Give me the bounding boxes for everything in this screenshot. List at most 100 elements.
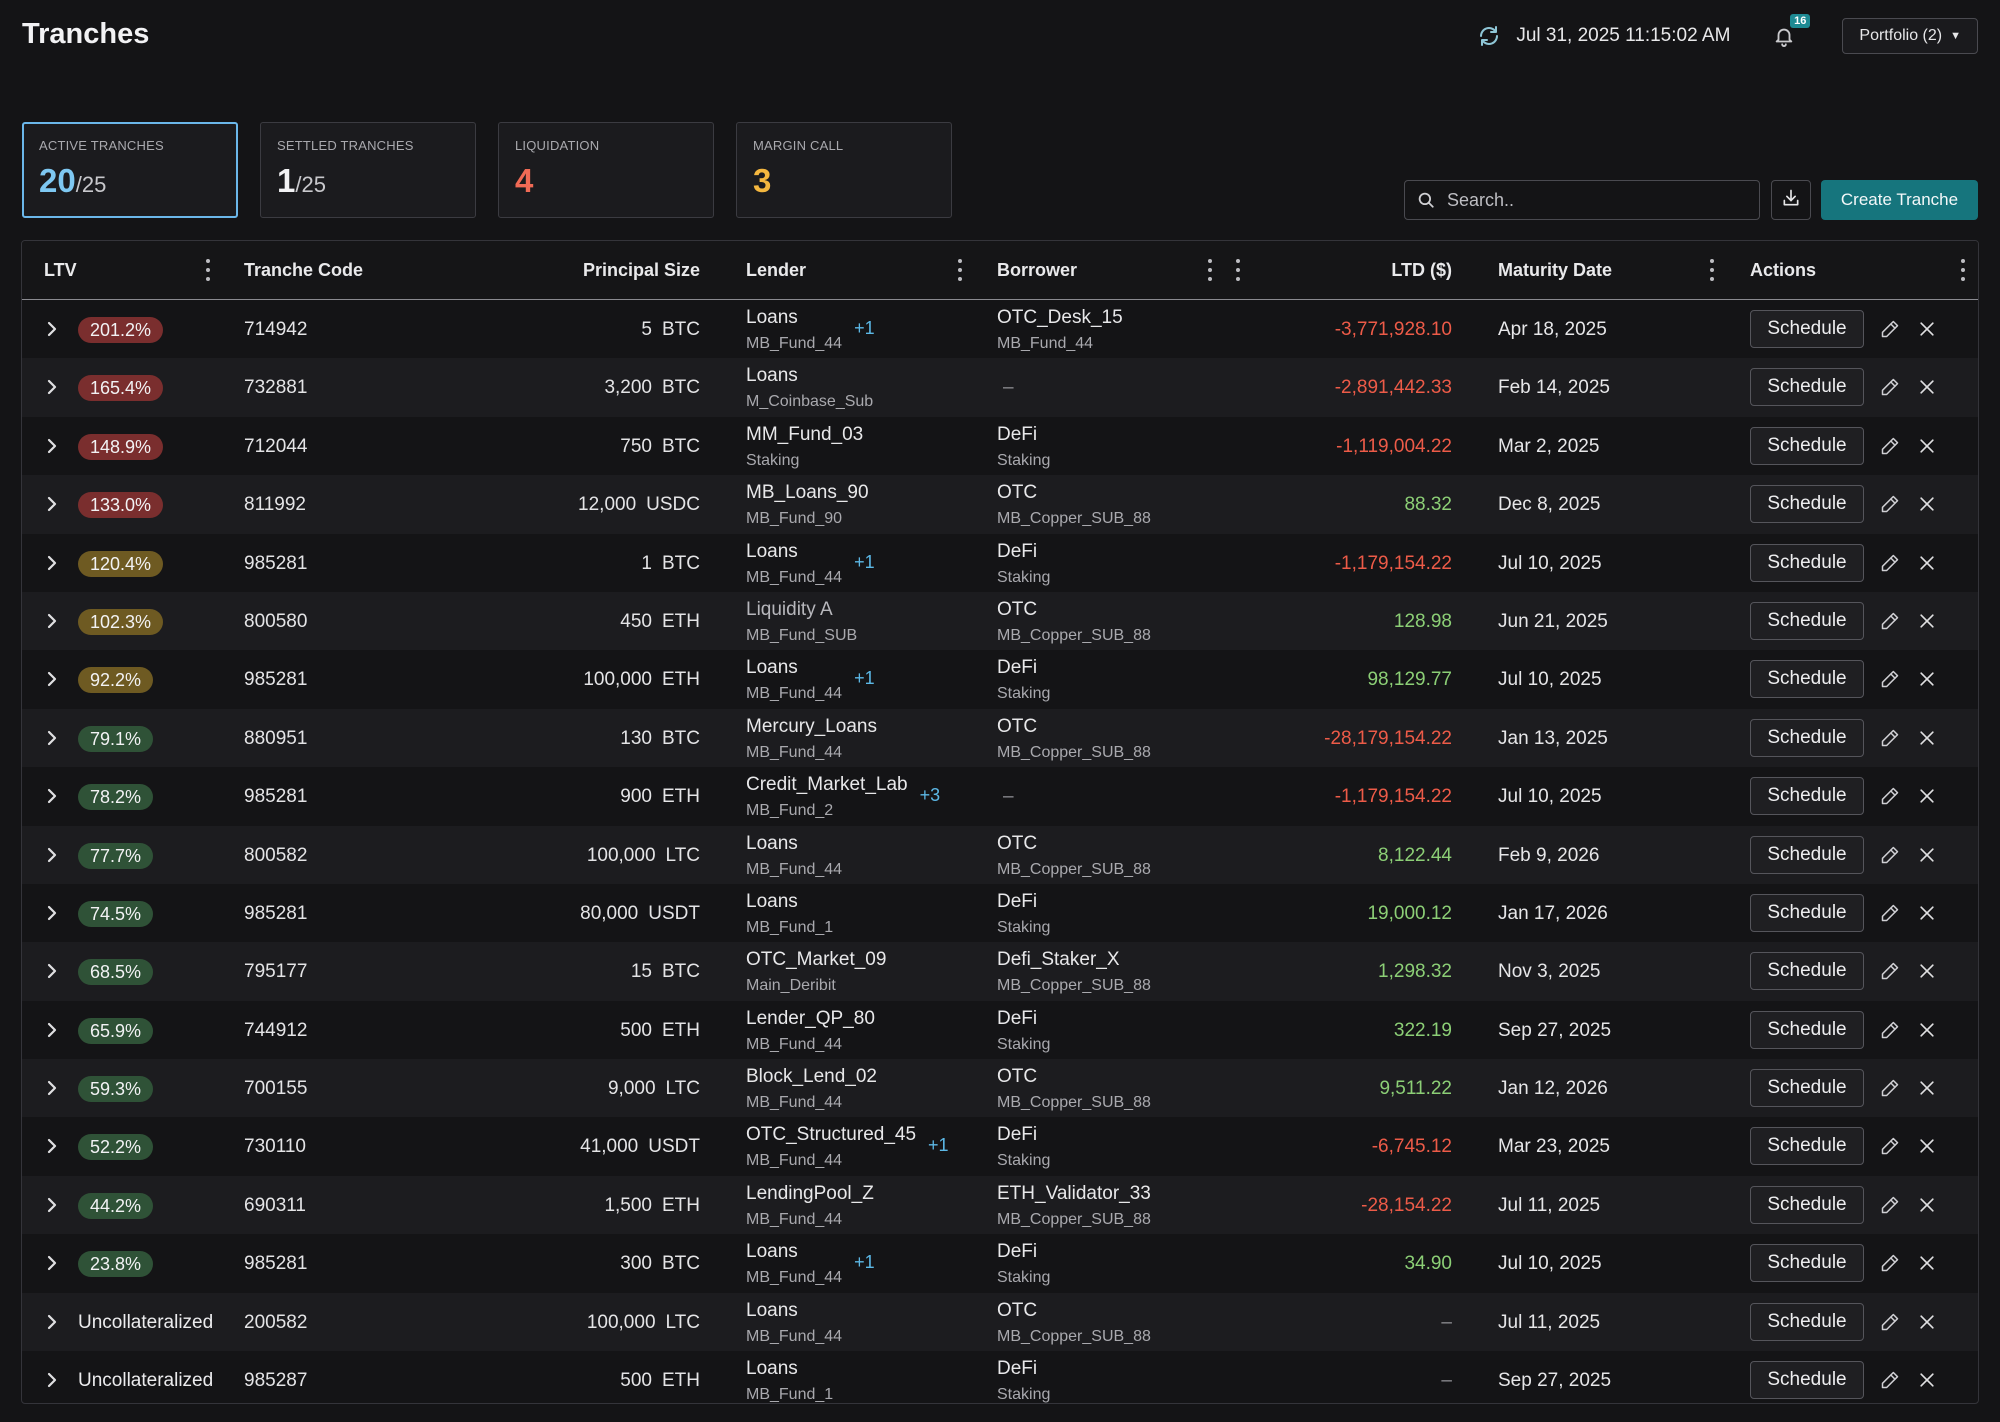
column-header-borrower[interactable]: Borrower	[997, 260, 1078, 280]
table-row[interactable]: 79.1% 880951 130 BTC Mercury_Loans MB_Fund_44…	[22, 708, 1978, 768]
close-icon[interactable]	[1917, 903, 1937, 923]
pencil-icon[interactable]	[1880, 669, 1900, 689]
pencil-icon[interactable]	[1880, 553, 1900, 573]
schedule-button[interactable]: Schedule	[1750, 368, 1864, 407]
chevron-right-icon[interactable]	[40, 901, 64, 925]
table-row[interactable]: 78.2% 985281 900 ETH Credit_Market_Lab MB_Fun…	[22, 767, 1978, 825]
close-icon[interactable]	[1917, 1312, 1937, 1332]
table-row[interactable]: 133.0% 811992 12,000 USDC MB_Loans_90 MB_Fund…	[22, 475, 1978, 534]
schedule-button[interactable]: Schedule	[1750, 1361, 1864, 1400]
close-icon[interactable]	[1917, 961, 1937, 981]
schedule-button[interactable]: Schedule	[1750, 426, 1864, 465]
pencil-icon[interactable]	[1880, 1312, 1900, 1332]
table-row[interactable]: 59.3% 700155 9,000 LTC Block_Lend_02 MB_Fund_…	[22, 1059, 1978, 1118]
schedule-button[interactable]: Schedule	[1750, 1185, 1864, 1224]
schedule-button[interactable]: Schedule	[1750, 1010, 1864, 1049]
summary-card[interactable]: MARGIN CALL 3	[736, 122, 952, 218]
schedule-button[interactable]: Schedule	[1750, 543, 1864, 582]
column-header-tranche-code[interactable]: Tranche Code	[244, 260, 364, 280]
summary-card[interactable]: ACTIVE TRANCHES 20/25	[22, 122, 238, 218]
close-icon[interactable]	[1917, 786, 1937, 806]
pencil-icon[interactable]	[1880, 436, 1900, 456]
table-row[interactable]: 52.2% 730110 41,000 USDT OTC_Structured_45 MB…	[22, 1117, 1978, 1175]
kebab-icon[interactable]	[203, 259, 213, 281]
pencil-icon[interactable]	[1880, 1136, 1900, 1156]
pencil-icon[interactable]	[1880, 903, 1900, 923]
lender-more-link[interactable]: +1	[854, 668, 875, 689]
table-row[interactable]: 165.4% 732881 3,200 BTC Loans M_Coinbase_Sub –…	[22, 358, 1978, 417]
pencil-icon[interactable]	[1880, 1078, 1900, 1098]
schedule-button[interactable]: Schedule	[1750, 310, 1864, 348]
pencil-icon[interactable]	[1880, 961, 1900, 981]
chevron-right-icon[interactable]	[40, 784, 64, 808]
table-row[interactable]: 77.7% 800582 100,000 LTC Loans MB_Fund_44 OTC M…	[22, 825, 1978, 884]
create-tranche-button[interactable]: Create Tranche	[1821, 180, 1978, 220]
lender-more-link[interactable]: +1	[854, 1252, 875, 1273]
column-header-lender[interactable]: Lender	[746, 260, 807, 280]
lender-more-link[interactable]: +1	[928, 1135, 949, 1156]
column-header-maturity-date[interactable]: Maturity Date	[1498, 260, 1613, 280]
refresh-icon[interactable]	[1476, 23, 1502, 49]
close-icon[interactable]	[1917, 319, 1937, 339]
download-button[interactable]	[1771, 180, 1811, 220]
chevron-right-icon[interactable]	[40, 551, 64, 575]
table-row[interactable]: 68.5% 795177 15 BTC OTC_Market_09 Main_Deribi…	[22, 942, 1978, 1001]
portfolio-dropdown[interactable]: Portfolio (2) ▼	[1842, 18, 1978, 54]
schedule-button[interactable]: Schedule	[1750, 1244, 1864, 1283]
close-icon[interactable]	[1917, 611, 1937, 631]
table-row[interactable]: 148.9% 712044 750 BTC MM_Fund_03 Staking DeFi S…	[22, 417, 1978, 475]
schedule-button[interactable]: Schedule	[1750, 485, 1864, 524]
chevron-right-icon[interactable]	[40, 667, 64, 691]
table-row[interactable]: Uncollateralized 200582 100,000 LTC Loans MB_…	[22, 1292, 1978, 1352]
lender-more-link[interactable]: +1	[854, 318, 875, 338]
pencil-icon[interactable]	[1880, 728, 1900, 748]
close-icon[interactable]	[1917, 1195, 1937, 1215]
pencil-icon[interactable]	[1880, 1020, 1900, 1040]
pencil-icon[interactable]	[1880, 377, 1900, 397]
kebab-icon[interactable]	[1205, 259, 1215, 281]
table-row[interactable]: 201.2% 714942 5 BTC Loans MB_Fund_44 +1 OTC_Des…	[22, 300, 1978, 358]
column-header-ltv[interactable]: LTV	[44, 260, 77, 280]
chevron-right-icon[interactable]	[40, 1251, 64, 1275]
table-row[interactable]: 23.8% 985281 300 BTC Loans MB_Fund_44 +1 DeFi St…	[22, 1234, 1978, 1292]
schedule-button[interactable]: Schedule	[1750, 601, 1864, 640]
pencil-icon[interactable]	[1880, 611, 1900, 631]
pencil-icon[interactable]	[1880, 319, 1900, 339]
table-row[interactable]: 102.3% 800580 450 ETH Liquidity A MB_Fund_SUB…	[22, 591, 1978, 651]
close-icon[interactable]	[1917, 728, 1937, 748]
close-icon[interactable]	[1917, 377, 1937, 397]
schedule-button[interactable]: Schedule	[1750, 1069, 1864, 1108]
close-icon[interactable]	[1917, 669, 1937, 689]
close-icon[interactable]	[1917, 1020, 1937, 1040]
table-row[interactable]: 92.2% 985281 100,000 ETH Loans MB_Fund_44 +1 De…	[22, 650, 1978, 708]
close-icon[interactable]	[1917, 553, 1937, 573]
chevron-right-icon[interactable]	[40, 609, 64, 633]
close-icon[interactable]	[1917, 1078, 1937, 1098]
chevron-right-icon[interactable]	[40, 1310, 64, 1334]
close-icon[interactable]	[1917, 845, 1937, 865]
close-icon[interactable]	[1917, 1253, 1937, 1273]
search-box[interactable]	[1404, 180, 1760, 220]
schedule-button[interactable]: Schedule	[1750, 718, 1864, 757]
chevron-right-icon[interactable]	[40, 1076, 64, 1100]
table-row[interactable]: 65.9% 744912 500 ETH Lender_QP_80 MB_Fund_44 D…	[22, 1001, 1978, 1059]
chevron-right-icon[interactable]	[40, 492, 64, 516]
pencil-icon[interactable]	[1880, 786, 1900, 806]
kebab-icon[interactable]	[955, 259, 965, 281]
kebab-icon[interactable]	[1958, 259, 1968, 281]
schedule-button[interactable]: Schedule	[1750, 1127, 1864, 1166]
table-row[interactable]: 44.2% 690311 1,500 ETH LendingPool_Z MB_Fund_…	[22, 1175, 1978, 1235]
chevron-right-icon[interactable]	[40, 959, 64, 983]
column-header-ltd[interactable]: LTD ($)	[1391, 260, 1452, 280]
chevron-right-icon[interactable]	[40, 375, 64, 399]
close-icon[interactable]	[1917, 1370, 1937, 1390]
close-icon[interactable]	[1917, 494, 1937, 514]
summary-card[interactable]: SETTLED TRANCHES 1/25	[260, 122, 476, 218]
schedule-button[interactable]: Schedule	[1750, 835, 1864, 874]
kebab-icon[interactable]	[1707, 259, 1717, 281]
pencil-icon[interactable]	[1880, 494, 1900, 514]
kebab-icon[interactable]	[1233, 259, 1243, 281]
pencil-icon[interactable]	[1880, 845, 1900, 865]
summary-card[interactable]: LIQUIDATION 4	[498, 122, 714, 218]
pencil-icon[interactable]	[1880, 1195, 1900, 1215]
